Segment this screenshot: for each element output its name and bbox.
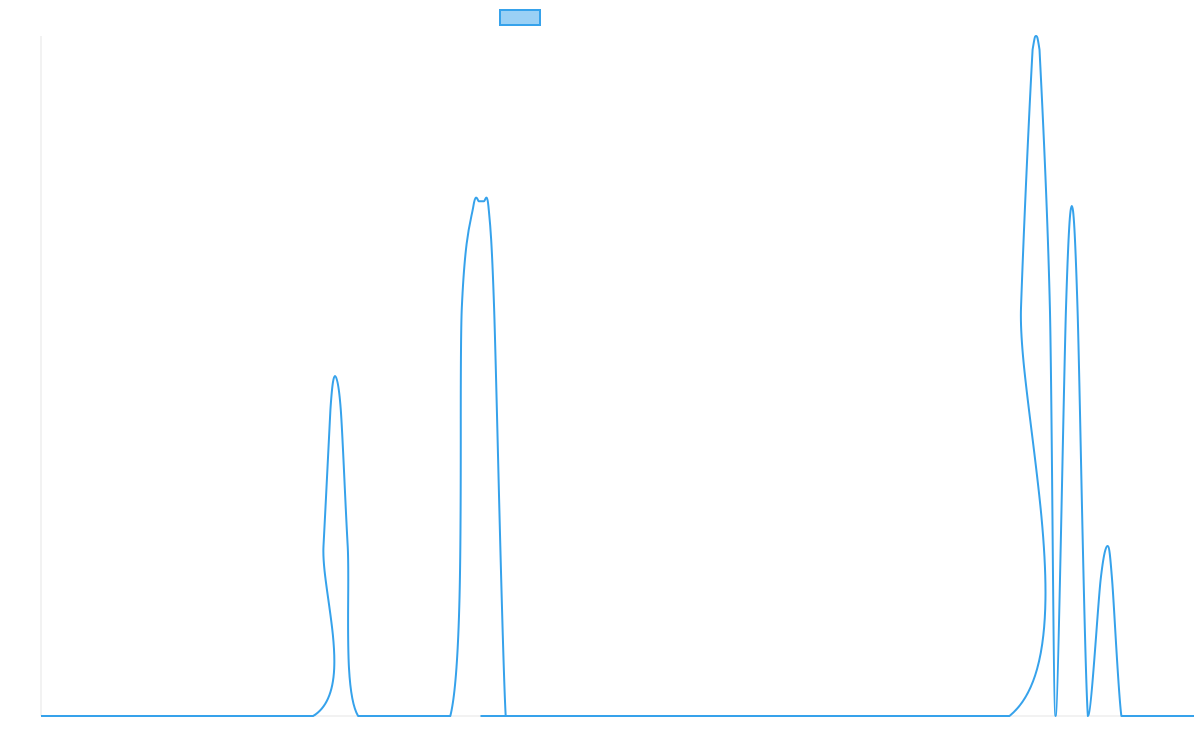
series-layer — [41, 35, 1194, 718]
legend-swatch[interactable] — [499, 9, 541, 26]
series-line — [41, 35, 1194, 718]
axes — [40, 36, 1194, 717]
legend[interactable] — [499, 9, 541, 26]
